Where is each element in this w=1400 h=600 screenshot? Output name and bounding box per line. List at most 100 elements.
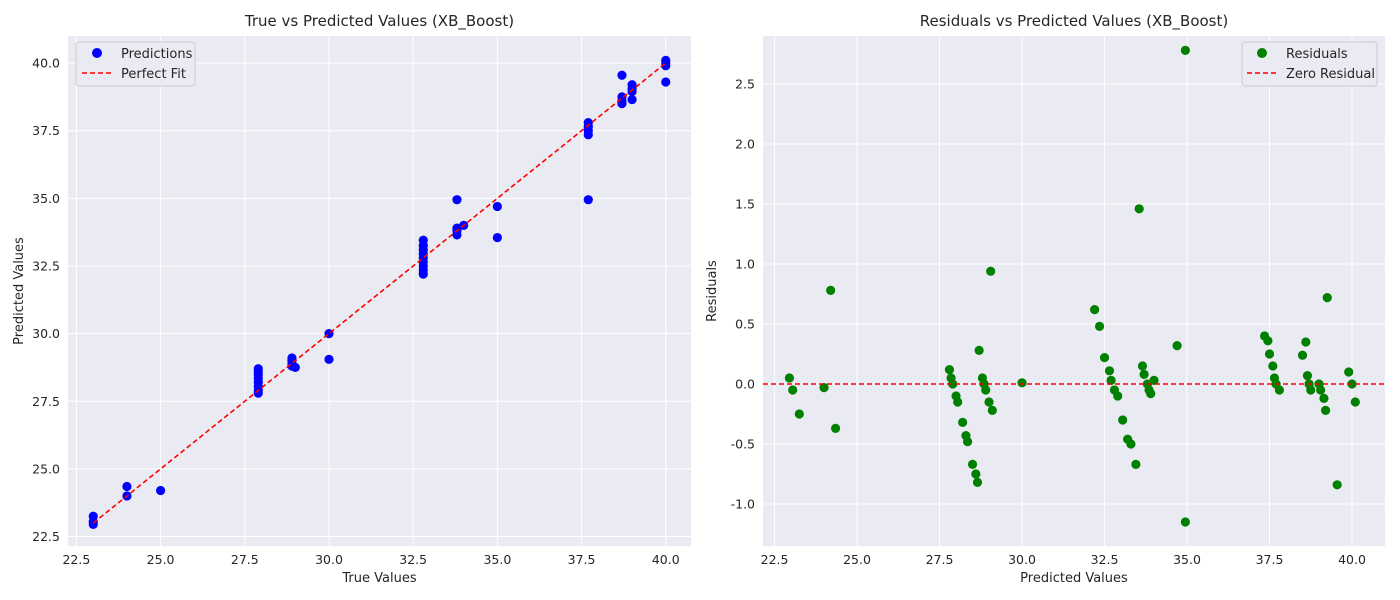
residuals-point	[1322, 293, 1332, 303]
residuals-point	[1316, 385, 1326, 395]
residuals-point	[1113, 391, 1123, 401]
residuals-point	[1180, 517, 1190, 527]
residuals-point	[1321, 405, 1331, 415]
x-axis-label: Predicted Values	[1020, 571, 1128, 586]
residuals-point	[953, 397, 963, 407]
residuals-point	[1180, 45, 1190, 56]
y-tick-label: 1.5	[735, 197, 755, 212]
residuals-point	[1104, 366, 1115, 376]
legend-label-perfect-fit: Perfect Fit	[121, 67, 186, 82]
y-tick-label: 0.0	[735, 377, 755, 392]
x-tick-label: 25.0	[147, 552, 175, 567]
x-tick-label: 35.0	[483, 552, 511, 567]
tick-labels: 22.5 25.0 27.5 30.0 32.5 35.0 37.5 40.0 22.5 25.0…	[32, 56, 680, 567]
x-tick-label: 30.0	[1008, 552, 1036, 567]
residuals-point	[1126, 439, 1136, 449]
residuals-point	[958, 417, 968, 427]
residuals-point	[788, 385, 798, 395]
x-tick-label: 37.5	[568, 552, 596, 567]
y-tick-label: 40.0	[32, 56, 60, 71]
predictions-point	[290, 362, 300, 373]
residuals-point	[986, 266, 996, 276]
residuals-point	[1350, 397, 1360, 407]
predictions-point	[287, 353, 297, 363]
residuals-point	[1099, 353, 1110, 363]
legend-box	[1241, 41, 1378, 87]
residuals-point	[1139, 369, 1149, 379]
x-tick-label: 32.5	[1091, 552, 1119, 567]
y-tick-label: 0.5	[735, 317, 755, 332]
y-axis-label: Residuals	[705, 260, 720, 322]
predictions-point	[418, 235, 428, 245]
predictions-point	[156, 485, 166, 496]
predictions-point	[324, 354, 334, 364]
residuals-point	[974, 345, 984, 355]
predictions-point	[583, 117, 593, 128]
residuals-point	[948, 379, 958, 389]
residuals-point	[972, 477, 983, 487]
residuals-point	[1137, 361, 1148, 371]
residuals-point	[1106, 375, 1116, 385]
x-tick-label: 40.0	[1338, 552, 1366, 567]
chart-title: Residuals vs Predicted Values (XB_Boost)	[920, 12, 1228, 31]
residuals-point	[1090, 305, 1100, 315]
x-tick-label: 40.0	[652, 552, 680, 567]
x-tick-label: 22.5	[761, 552, 789, 567]
residuals-point	[1274, 385, 1285, 395]
legend: Residuals Zero Residual	[1241, 41, 1378, 87]
tick-labels: 22.5 25.0 27.5 30.0 32.5 35.0 37.5 40.0 -1.0 -0.5…	[731, 77, 1366, 568]
residuals-point	[1344, 367, 1354, 377]
residuals-point	[784, 373, 794, 383]
residuals-point	[1264, 349, 1275, 359]
residuals-point	[819, 383, 829, 393]
x-tick-label: 30.0	[315, 552, 343, 567]
residuals-point	[962, 437, 973, 447]
y-tick-label: 2.0	[735, 137, 755, 152]
residuals-point	[1094, 321, 1105, 331]
y-tick-label: -0.5	[731, 437, 755, 452]
predictions-point	[583, 195, 593, 205]
residuals-point	[1134, 204, 1144, 214]
predictions-point	[661, 77, 671, 87]
residuals-point	[1268, 361, 1278, 371]
true-vs-predicted-chart: 22.5 25.0 27.5 30.0 32.5 35.0 37.5 40.0 22.5 25.0…	[12, 12, 691, 586]
legend-marker-residuals	[1257, 48, 1267, 58]
y-tick-label: 25.0	[32, 461, 60, 476]
x-tick-label: 37.5	[1256, 552, 1284, 567]
predictions-point	[452, 195, 462, 205]
legend-box	[75, 41, 196, 87]
y-axis-label: Predicted Values	[12, 237, 27, 345]
plot-area	[68, 36, 691, 546]
x-tick-label: 27.5	[231, 552, 259, 567]
residuals-point	[1017, 378, 1027, 388]
y-tick-label: 2.5	[735, 77, 755, 92]
residuals-point	[1263, 336, 1273, 346]
residuals-point	[826, 285, 836, 295]
residuals-point	[1301, 337, 1311, 347]
x-tick-label: 35.0	[1173, 552, 1201, 567]
residuals-point	[1302, 371, 1313, 381]
residuals-point	[1332, 480, 1342, 490]
y-tick-label: 27.5	[32, 394, 60, 409]
predictions-point	[617, 70, 627, 80]
residuals-point	[1118, 415, 1128, 425]
legend-label-zero-residual: Zero Residual	[1286, 67, 1375, 82]
perfect-fit-line	[92, 62, 667, 524]
residuals-point	[1149, 375, 1159, 385]
plot-area	[763, 36, 1385, 546]
chart-title: True vs Predicted Values (XB_Boost)	[244, 12, 514, 31]
residuals-point	[1347, 379, 1357, 389]
residuals-vs-predicted-chart: 22.5 25.0 27.5 30.0 32.5 35.0 37.5 40.0 -1.0 -0.5…	[705, 12, 1385, 586]
x-tick-label: 25.0	[843, 552, 871, 567]
residuals-point	[1306, 385, 1316, 395]
legend: Predictions Perfect Fit	[75, 41, 196, 87]
data-marks	[88, 55, 671, 529]
y-tick-label: 30.0	[32, 326, 60, 341]
residuals-point	[1319, 393, 1329, 403]
residuals-point	[1297, 350, 1308, 360]
residuals-point	[971, 469, 981, 479]
predictions-point	[88, 511, 98, 521]
y-tick-label: 1.0	[735, 257, 755, 272]
predictions-point	[627, 94, 637, 105]
